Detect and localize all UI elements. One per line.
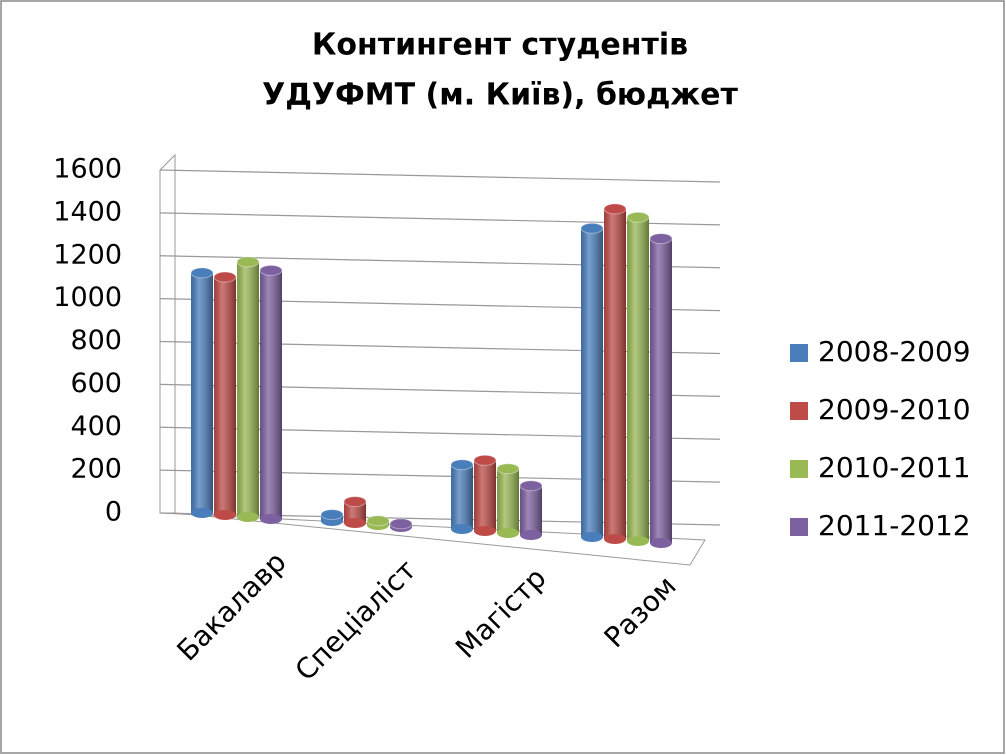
bar-bottom bbox=[650, 538, 672, 548]
bar-bottom bbox=[581, 532, 603, 542]
bar-shade bbox=[520, 485, 542, 535]
bar-shade bbox=[581, 228, 603, 538]
chart-title: Контингент студентів bbox=[312, 28, 688, 63]
bar-top bbox=[580, 222, 604, 234]
bar-shade bbox=[650, 238, 672, 543]
bar-top bbox=[519, 480, 543, 492]
legend-label: 2008-2009 bbox=[818, 335, 971, 368]
bar-shade bbox=[344, 501, 366, 523]
bar-top bbox=[259, 264, 283, 276]
y-tick-label: 600 bbox=[70, 368, 122, 399]
bar-bottom bbox=[451, 524, 473, 534]
bar-shade bbox=[604, 208, 626, 540]
bar-bottom bbox=[627, 536, 649, 546]
bar-shade bbox=[260, 270, 282, 519]
bar-bottom bbox=[214, 510, 236, 520]
legend-label: 2011-2012 bbox=[818, 509, 971, 542]
bar-top bbox=[343, 496, 367, 508]
bar-bottom bbox=[604, 534, 626, 544]
bar-bottom bbox=[497, 528, 519, 538]
y-tick-label: 0 bbox=[105, 497, 122, 528]
bar-bottom bbox=[474, 526, 496, 536]
grid-line bbox=[159, 212, 721, 226]
bar-bottom bbox=[260, 514, 282, 524]
bar-shade bbox=[451, 464, 473, 529]
bar-bottom bbox=[191, 508, 213, 518]
grid-line bbox=[159, 169, 721, 183]
y-tick-label: 1000 bbox=[53, 282, 122, 313]
bar-shade bbox=[474, 460, 496, 531]
legend-label: 2010-2011 bbox=[818, 451, 971, 484]
y-tick-label: 1400 bbox=[53, 196, 122, 227]
bar-top bbox=[496, 463, 520, 475]
bar-bottom bbox=[237, 512, 259, 522]
chart-title: УДУФМТ (м. Київ), бюджет bbox=[262, 78, 738, 113]
bar-top bbox=[190, 267, 214, 279]
bar-top bbox=[320, 509, 344, 521]
y-tick-label: 400 bbox=[70, 411, 122, 442]
bar-shade bbox=[627, 217, 649, 541]
bar-top bbox=[366, 515, 390, 527]
bar-top bbox=[236, 256, 260, 268]
bar-top bbox=[626, 211, 650, 223]
bar-top bbox=[473, 454, 497, 466]
bar-shade bbox=[497, 468, 519, 533]
bar-top bbox=[603, 203, 627, 215]
bar-shade bbox=[237, 261, 259, 517]
legend-swatch bbox=[790, 402, 808, 420]
bar-top bbox=[450, 459, 474, 471]
bar-bottom bbox=[344, 518, 366, 528]
bar-top bbox=[389, 518, 413, 530]
y-tick-label: 1600 bbox=[53, 154, 122, 185]
bar-shade bbox=[191, 272, 213, 513]
y-tick-label: 1200 bbox=[53, 239, 122, 270]
bar-top bbox=[213, 271, 237, 283]
legend-swatch bbox=[790, 460, 808, 478]
legend-swatch bbox=[790, 344, 808, 362]
legend-swatch bbox=[790, 518, 808, 536]
bar-top bbox=[649, 233, 673, 245]
bar-shade bbox=[214, 277, 236, 515]
y-tick-label: 200 bbox=[70, 454, 122, 485]
bar-bottom bbox=[520, 530, 542, 540]
y-tick-label: 800 bbox=[70, 325, 122, 356]
legend-label: 2009-2010 bbox=[818, 393, 971, 426]
